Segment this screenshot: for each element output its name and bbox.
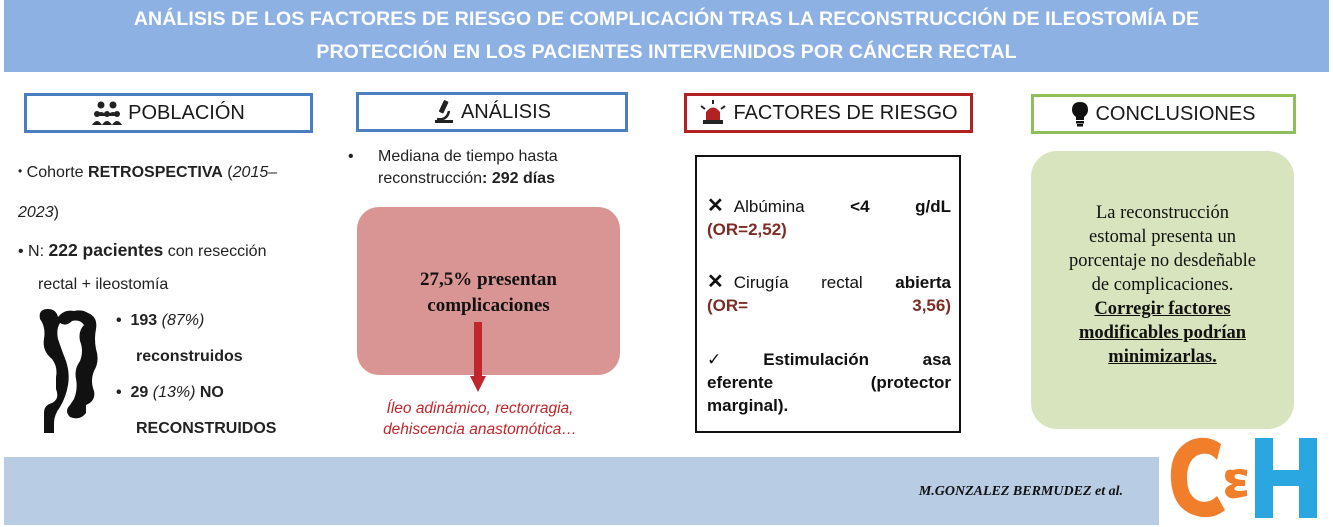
concl-bold1: Corregir factores [1094, 299, 1231, 319]
title-line-1: ANÁLISIS DE LOS FACTORES DE RIESGO DE CO… [133, 8, 1200, 30]
header-factores: FACTORES DE RIESGO [684, 93, 973, 133]
concl-line3: porcentaje no desdeñable [1069, 251, 1256, 271]
title-line-2: PROTECCIÓN EN LOS PACIENTES INTERVENIDOS… [316, 41, 1017, 63]
concl-line2: estomal presenta un [1089, 227, 1236, 247]
cohort-pre: Cohorte [26, 164, 89, 181]
reconstructed-label: reconstruidos [136, 348, 243, 365]
cohort-paren-close: ) [53, 204, 59, 221]
n-rest: con resección [163, 243, 267, 260]
rf1-or: (OR=2,52) [707, 220, 787, 239]
rf2-label-b: rectal [821, 273, 863, 292]
title-bar: ANÁLISIS DE LOS FACTORES DE RIESGO DE CO… [4, 0, 1329, 72]
complications-line2: complicaciones [427, 295, 550, 316]
analisis-bullet-line2: reconstrucción: 292 días [348, 168, 608, 190]
analisis-bullet-text2: reconstrucción [378, 170, 483, 187]
rf3-c: eferente [707, 373, 774, 392]
rf1-unit: g/dL [915, 197, 951, 216]
rf1-value: <4 [850, 197, 870, 216]
concl-line1: La reconstrucción [1095, 203, 1230, 223]
x-mark-icon: ✕ [707, 195, 724, 217]
rf2-bold: abierta [895, 273, 951, 292]
concl-bold2: modificables podrían [1078, 323, 1247, 343]
cohort-years-a: 2015– [232, 164, 278, 181]
complications-list-line2: dehiscencia anastomótica… [383, 421, 577, 438]
risk-factor-estimulacion: ✓ Estimulación asa eferente (protector ma… [707, 348, 951, 417]
not-reconstructed-count: 29 [130, 384, 149, 401]
cohort-years-b: 2023 [18, 204, 54, 221]
header-factores-label: FACTORES DE RIESGO [733, 101, 958, 124]
analisis-bullet-line1: • Mediana de tiempo hasta [348, 148, 558, 165]
rf1-label: Albúmina [733, 197, 805, 216]
header-conclusiones-label: CONCLUSIONES [1095, 102, 1256, 125]
rf3-d: (protector [870, 373, 951, 392]
microscope-icon [433, 99, 455, 125]
reconstructed-line: • 193 (87%) [116, 312, 205, 329]
risk-factor-albumina: ✕ Albúmina <4 g/dL (OR=2,52) [707, 195, 951, 241]
arrow-down-icon [470, 322, 486, 397]
concl-bold3: minimizarlas. [1108, 347, 1217, 367]
conclusions-box: La reconstrucción estomal presenta un po… [1031, 151, 1294, 429]
rf2-or-a: (OR= [707, 296, 749, 315]
analisis-bullet: • Mediana de tiempo hasta reconstrucción:… [348, 146, 608, 190]
rf3-e: marginal). [707, 396, 789, 415]
rf2-or-b: 3,56) [912, 296, 951, 315]
check-mark-icon: ✓ [707, 350, 722, 369]
header-poblacion: POBLACIÓN [24, 93, 313, 133]
rf3-b: asa [922, 350, 951, 369]
not-reconstructed-line: • 29 (13%) NO [116, 384, 224, 401]
n-label: N: [28, 243, 49, 260]
analisis-bullet-text1: Mediana de tiempo hasta [378, 148, 558, 165]
not-reconstructed-pct: (13%) [148, 384, 196, 401]
risk-factor-cirugia: ✕ Cirugía rectal abierta (OR= 3,56) [707, 271, 951, 317]
lightbulb-icon [1071, 101, 1089, 127]
rf2-label-a: Cirugía [733, 273, 789, 292]
header-conclusiones: CONCLUSIONES [1031, 94, 1296, 134]
reconstructed-count: 193 [130, 312, 158, 329]
footer-bar: M.GONZALEZ BERMUDEZ et al. [4, 457, 1159, 525]
colon-icon [30, 305, 102, 442]
rf3-a: Estimulación [763, 350, 870, 369]
n-line-2: rectal + ileostomía [38, 276, 169, 293]
x-mark-icon: ✕ [707, 271, 724, 293]
cohort-paren-open: ( [222, 164, 233, 181]
not-reconstructed-label-b: RECONSTRUIDOS [136, 420, 277, 437]
cohort-line: • Cohorte RETROSPECTIVA (2015– [18, 164, 278, 181]
alarm-siren-icon [699, 100, 727, 126]
risk-factors-box: ✕ Albúmina <4 g/dL (OR=2,52) ✕ Cirugía rec… [695, 155, 961, 433]
n-line: • N: 222 pacientes con resección [18, 240, 267, 260]
complications-line1: 27,5% presentan [420, 269, 557, 290]
complications-box: 27,5% presentan complicaciones [357, 207, 620, 375]
reconstructed-pct: (87%) [157, 312, 205, 329]
analisis-bullet-bold: : 292 días [482, 170, 555, 187]
n-bold: 222 pacientes [48, 240, 164, 260]
author: M.GONZALEZ BERMUDEZ et al. [918, 484, 1123, 499]
cohort-bold: RETROSPECTIVA [88, 164, 223, 181]
concl-line4: de complicaciones. [1091, 275, 1234, 295]
cohort-line-2: 2023) [18, 204, 59, 222]
not-reconstructed-label-a: NO [195, 384, 224, 401]
complications-list-line1: Íleo adinámico, rectorragia, [386, 400, 574, 417]
complications-list: Íleo adinámico, rectorragia, dehiscencia… [355, 398, 605, 440]
ch-logo [1163, 434, 1328, 527]
header-analisis: ANÁLISIS [356, 92, 628, 132]
people-group-icon [92, 100, 123, 126]
header-poblacion-label: POBLACIÓN [128, 101, 245, 124]
header-analisis-label: ANÁLISIS [460, 100, 552, 123]
